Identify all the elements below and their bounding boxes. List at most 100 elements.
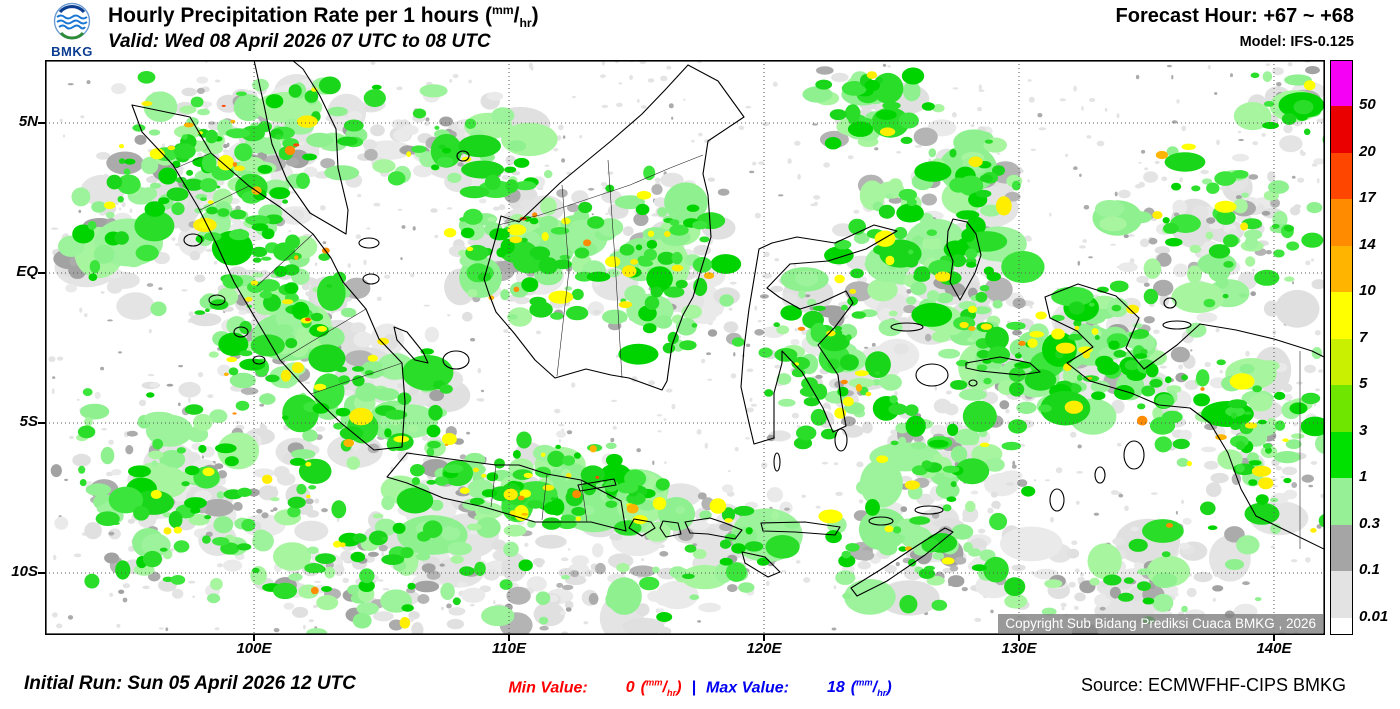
page-title: Hourly Precipitation Rate per 1 hours (m… xyxy=(108,3,539,30)
coastline-sumatra xyxy=(131,104,406,451)
lat-label-10s: 10S xyxy=(11,563,38,580)
coastline-java xyxy=(386,452,627,532)
axis-tick xyxy=(38,422,45,424)
coastline-sumbawa xyxy=(684,517,743,540)
colorbar-band xyxy=(1331,199,1352,246)
colorbar-tick-label: 20 xyxy=(1359,142,1376,160)
lat-label-eq: EQ xyxy=(16,263,38,280)
colorbar-tick-label: 50 xyxy=(1359,96,1376,113)
coastline-flores xyxy=(760,521,841,536)
colorbar-band xyxy=(1331,338,1352,385)
axis-tick xyxy=(38,122,45,124)
colorbar-tick-label: 10 xyxy=(1359,282,1376,299)
model-label: Model: IFS-0.125 xyxy=(1239,34,1354,50)
precipitation-map-canvas xyxy=(45,60,1325,635)
lat-label-5n: 5N xyxy=(18,113,38,130)
map-border xyxy=(45,60,1325,635)
colorbar-band xyxy=(1331,245,1352,292)
small-island xyxy=(362,273,380,285)
colorbar-band xyxy=(1331,617,1352,634)
small-island xyxy=(208,294,226,306)
bmkg-logo: BMKG xyxy=(44,2,100,59)
small-island xyxy=(358,237,380,249)
colorbar-band xyxy=(1331,478,1352,525)
max-unit-mm-per-hr: (mm/hr) xyxy=(850,678,892,699)
page-title-text: Hourly Precipitation Rate per 1 hours xyxy=(108,4,480,27)
small-island xyxy=(834,428,848,452)
coastline-sumba xyxy=(741,551,781,578)
colorbar-tick-label: 3 xyxy=(1359,421,1368,439)
min-value-label: Min Value: xyxy=(508,679,588,697)
max-value: 18 xyxy=(827,679,845,697)
colorbar-band xyxy=(1331,61,1352,106)
title-unit-mm-per-hr: (mm/hr) xyxy=(484,3,539,31)
coastline-madura xyxy=(577,478,617,492)
coastline-borneo xyxy=(483,64,745,391)
colorbar-band xyxy=(1331,571,1352,618)
coastline-lombok xyxy=(659,520,682,538)
minmax-values: Min Value: 0 (mm/hr) | Max Value: 18 (mm/hr) xyxy=(508,678,891,699)
coastline-seram xyxy=(965,356,1041,376)
colorbar-band xyxy=(1331,106,1352,153)
coastline-halmahera xyxy=(946,218,982,301)
precipitation-layer xyxy=(48,60,1325,635)
small-island xyxy=(968,379,978,387)
colorbar-tick-label: 0.3 xyxy=(1359,514,1380,532)
axis-tick xyxy=(38,572,45,574)
axis-tick xyxy=(1018,635,1020,641)
initial-run-label: Initial Run: Sun 05 April 2026 12 UTC xyxy=(24,673,356,694)
lon-label-130e: 130E xyxy=(1001,640,1037,657)
colorbar-tick-label: 7 xyxy=(1359,328,1368,346)
min-unit-mm-per-hr: (mm/hr) xyxy=(640,678,682,699)
small-island xyxy=(868,516,894,526)
forecast-hour-label: Forecast Hour: +67 ~ +68 xyxy=(1115,5,1354,27)
bmkg-logo-label: BMKG xyxy=(51,44,93,59)
small-island xyxy=(233,326,249,338)
small-island xyxy=(1094,466,1106,484)
small-island xyxy=(456,150,470,162)
small-island xyxy=(442,350,470,370)
lon-label-110e: 110E xyxy=(492,640,526,657)
axis-tick xyxy=(508,635,510,641)
precipitation-colorbar xyxy=(1330,60,1353,635)
colorbar-band xyxy=(1331,524,1352,571)
colorbar-band xyxy=(1331,431,1352,478)
map-copyright: Copyright Sub Bidang Prediksi Cuaca BMKG… xyxy=(998,614,1323,633)
small-island xyxy=(1123,440,1145,470)
max-value-label: Max Value: xyxy=(706,679,790,697)
axis-tick xyxy=(1273,635,1275,641)
colorbar-tick-label: 1 xyxy=(1359,468,1368,485)
colorbar-tick-label: 0.1 xyxy=(1359,561,1380,578)
axis-tick xyxy=(253,635,255,641)
small-island xyxy=(1162,320,1192,330)
valid-time-label: Valid: Wed 08 April 2026 07 UTC to 08 UT… xyxy=(108,31,491,52)
axis-tick xyxy=(38,272,45,274)
lat-label-5s: 5S xyxy=(19,413,38,430)
lon-label-140e: 140E xyxy=(1256,640,1292,657)
coastline-bali xyxy=(628,518,656,537)
small-island xyxy=(915,363,949,387)
coastline-bangka xyxy=(393,326,429,364)
small-island xyxy=(914,505,944,515)
coastlines xyxy=(131,60,1325,597)
axis-tick xyxy=(763,635,765,641)
min-value: 0 xyxy=(625,679,635,697)
colorbar-band xyxy=(1331,292,1352,339)
colorbar-band xyxy=(1331,152,1352,199)
colorbar-band xyxy=(1331,385,1352,432)
small-island xyxy=(1049,488,1065,512)
bmkg-logo-icon xyxy=(53,2,91,40)
grid-lines xyxy=(45,60,1325,635)
colorbar-tick-label: 5 xyxy=(1359,375,1368,392)
colorbar-tick-label: 17 xyxy=(1359,189,1376,206)
colorbar-tick-label: 0.01 xyxy=(1359,607,1389,625)
small-island xyxy=(890,322,924,332)
admin-boundaries xyxy=(175,152,1301,549)
small-island xyxy=(1163,297,1177,309)
coastline-timor xyxy=(850,527,954,597)
coastline-sulawesi xyxy=(740,224,898,445)
small-island xyxy=(183,233,203,247)
minmax-separator: | xyxy=(691,679,697,697)
lon-label-120e: 120E xyxy=(746,640,782,657)
